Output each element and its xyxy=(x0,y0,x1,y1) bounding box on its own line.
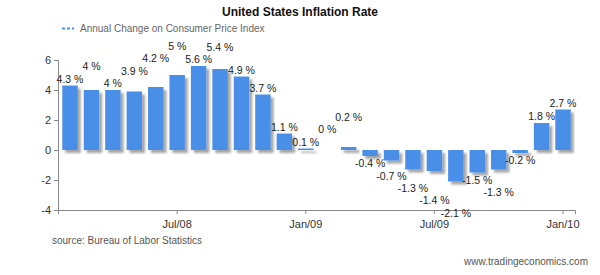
data-label: -0.2 % xyxy=(505,154,535,166)
x-tick-mark xyxy=(434,210,435,214)
bar xyxy=(405,150,420,170)
data-labels: 4.3 %4 %4 %3.9 %4.2 %5 %5.6 %5.4 %4.9 %3… xyxy=(57,40,577,219)
bar xyxy=(169,75,184,150)
y-tick-label: 6 xyxy=(45,54,51,66)
bar xyxy=(62,86,77,151)
data-label: -2.1 % xyxy=(441,207,471,219)
x-tick-label: Jul/08 xyxy=(162,218,191,230)
legend-label: Annual Change on Consumer Price Index xyxy=(80,23,265,34)
data-label: 3.7 % xyxy=(249,82,276,94)
y-tick-mark xyxy=(54,210,58,211)
legend: Annual Change on Consumer Price Index xyxy=(62,23,265,34)
x-tick-mark xyxy=(177,210,178,214)
y-tick: -2 xyxy=(41,174,58,186)
bar xyxy=(105,90,120,150)
data-label: 2.7 % xyxy=(550,97,577,109)
data-label: 4.2 % xyxy=(142,52,169,64)
bar-series xyxy=(62,66,570,182)
data-label: 4.9 % xyxy=(228,64,255,76)
x-tick-mark xyxy=(305,210,306,214)
bar xyxy=(191,66,206,150)
y-tick-label: 2 xyxy=(45,114,51,126)
background xyxy=(0,0,600,275)
x-tick: Jan/10 xyxy=(546,210,579,230)
x-axis-line xyxy=(59,211,576,215)
bar xyxy=(341,147,356,150)
data-label: 4.3 % xyxy=(57,73,84,85)
plot-area xyxy=(62,66,570,182)
bar xyxy=(362,150,377,156)
y-tick-label: 4 xyxy=(45,84,51,96)
y-tick-label: -2 xyxy=(41,174,51,186)
bar xyxy=(427,150,442,171)
bar xyxy=(470,150,485,173)
data-label: -1.4 % xyxy=(419,194,449,206)
x-tick-mark xyxy=(562,210,563,214)
y-tick-mark xyxy=(54,60,58,61)
data-label: 0 % xyxy=(318,123,336,135)
bar xyxy=(212,69,227,150)
x-axis: Jul/08 Jan/09 Jul/09 Jan/10 xyxy=(59,210,580,230)
y-tick-label: 0 xyxy=(45,144,51,156)
bar xyxy=(84,90,99,150)
data-label: 4 % xyxy=(104,77,122,89)
x-tick-label: Jan/09 xyxy=(289,218,322,230)
data-label: -0.4 % xyxy=(355,157,385,169)
y-tick: 6 xyxy=(45,54,58,66)
chart: United States Inflation Rate -4 -2 0 2 4 6 Jul/… xyxy=(0,0,600,275)
bar xyxy=(384,150,399,161)
y-tick-label: -4 xyxy=(41,204,51,216)
annotation: www.tradingeconomics.com xyxy=(463,256,588,267)
data-label: 4 % xyxy=(82,60,100,72)
data-label: -1.3 % xyxy=(484,186,514,198)
x-tick: Jul/08 xyxy=(162,210,191,230)
data-label: 5.4 % xyxy=(207,41,234,53)
y-tick-mark xyxy=(54,90,58,91)
bar xyxy=(255,95,270,151)
x-tick: Jan/09 xyxy=(289,210,322,230)
y-tick-mark xyxy=(54,150,58,151)
y-tick: 2 xyxy=(45,114,58,126)
bar xyxy=(127,92,142,151)
title: United States Inflation Rate xyxy=(222,5,378,19)
y-tick: -4 xyxy=(41,204,58,216)
y-tick: 4 xyxy=(45,84,58,96)
data-label: 0.2 % xyxy=(335,111,362,123)
bar xyxy=(234,77,249,151)
bar xyxy=(555,110,570,151)
y-tick-mark xyxy=(54,180,58,181)
bar xyxy=(320,150,335,151)
data-label: -1.3 % xyxy=(398,182,428,194)
x-tick-label: Jan/10 xyxy=(546,218,579,230)
legend-marker xyxy=(62,28,74,30)
data-label: -1.5 % xyxy=(462,174,492,186)
y-tick: 0 xyxy=(45,144,58,156)
bar xyxy=(277,134,292,151)
data-label: 3.9 % xyxy=(121,65,148,77)
bar xyxy=(148,87,163,150)
x-tick-label: Jul/09 xyxy=(420,218,449,230)
data-label: 0.1 % xyxy=(292,136,319,148)
data-label: 1.1 % xyxy=(271,121,298,133)
bar xyxy=(534,123,549,150)
y-tick-mark xyxy=(54,120,58,121)
bar xyxy=(298,149,313,151)
data-label: 1.8 % xyxy=(528,110,555,122)
bar xyxy=(512,150,527,153)
data-label: 5.6 % xyxy=(185,53,212,65)
data-label: -0.7 % xyxy=(376,170,406,182)
annotation: source: Bureau of Labor Statistics xyxy=(52,235,202,246)
data-label: 5 % xyxy=(168,40,186,52)
